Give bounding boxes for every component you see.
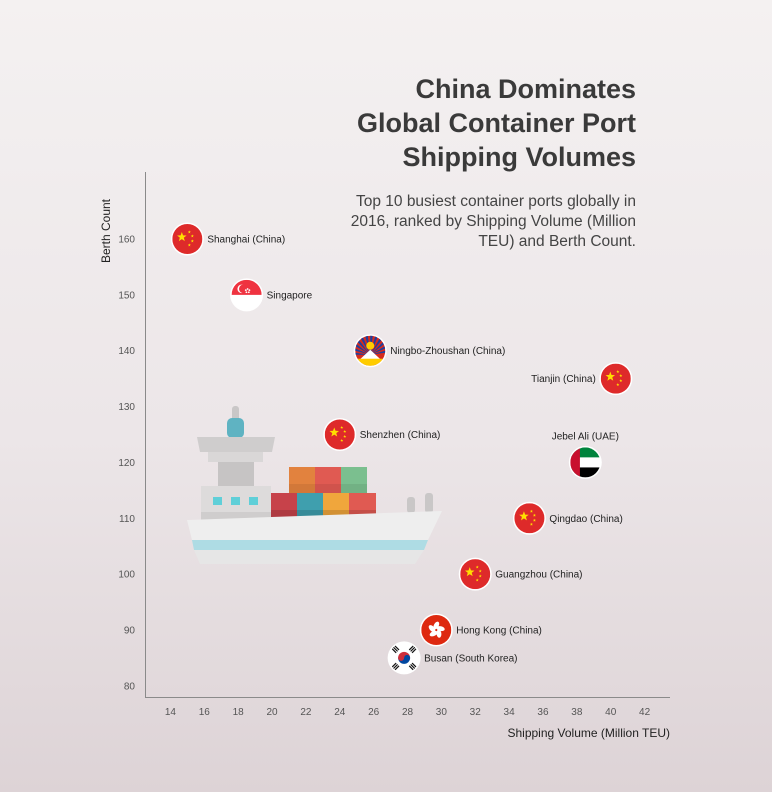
y-axis-label: Berth Count bbox=[99, 198, 113, 263]
data-point: Busan (South Korea) bbox=[387, 641, 518, 675]
point-label: Tianjin (China) bbox=[531, 374, 596, 385]
x-tick-label: 40 bbox=[605, 707, 617, 718]
point-label: Jebel Ali (UAE) bbox=[552, 431, 619, 442]
y-tick-label: 90 bbox=[124, 625, 136, 636]
x-tick-label: 14 bbox=[165, 707, 177, 718]
point-label: Busan (South Korea) bbox=[424, 653, 517, 664]
x-tick-label: 42 bbox=[639, 707, 651, 718]
y-tick-label: 140 bbox=[118, 346, 135, 357]
title-line-1: China Dominates bbox=[415, 74, 636, 104]
point-label: Singapore bbox=[267, 290, 313, 301]
chart-subtitle: Top 10 busiest container ports globally … bbox=[350, 193, 636, 250]
x-tick-label: 22 bbox=[300, 707, 312, 718]
y-tick-label: 130 bbox=[118, 402, 135, 413]
data-point: Guangzhou (China) bbox=[458, 557, 583, 591]
point-label: Shenzhen (China) bbox=[360, 430, 441, 441]
x-axis-ticks: 14 16 18 20 22 24 26 28 30 32 34 36 38 40 42 bbox=[165, 707, 651, 718]
x-tick-label: 26 bbox=[368, 707, 380, 718]
china-flag-icon bbox=[324, 419, 355, 450]
china-flag-icon bbox=[172, 224, 203, 255]
x-tick-label: 36 bbox=[537, 707, 549, 718]
singapore-flag-icon bbox=[231, 279, 262, 310]
y-tick-label: 80 bbox=[124, 681, 136, 692]
x-tick-label: 32 bbox=[470, 707, 482, 718]
x-tick-label: 16 bbox=[199, 707, 211, 718]
y-tick-label: 160 bbox=[118, 235, 135, 246]
data-point: Qingdao (China) bbox=[512, 501, 623, 535]
y-tick-label: 150 bbox=[118, 290, 135, 301]
data-point: Jebel Ali (UAE) bbox=[552, 431, 619, 479]
x-tick-label: 34 bbox=[504, 707, 516, 718]
china-flag-icon bbox=[600, 363, 631, 394]
data-points: Shanghai (China) Singapore Ningbo-Zhoushan… bbox=[170, 222, 633, 675]
korea-flag-icon bbox=[389, 642, 420, 673]
y-axis-ticks: 80 90 100 110 120 130 140 150 160 bbox=[118, 235, 135, 693]
x-tick-label: 28 bbox=[402, 707, 414, 718]
y-tick-label: 120 bbox=[118, 458, 135, 469]
data-point: Hong Kong (China) bbox=[419, 613, 542, 647]
x-tick-label: 30 bbox=[436, 707, 448, 718]
point-label: Guangzhou (China) bbox=[495, 570, 582, 581]
y-tick-label: 110 bbox=[119, 514, 135, 525]
point-label: Qingdao (China) bbox=[549, 514, 622, 525]
data-point: Tianjin (China) bbox=[531, 362, 633, 396]
point-label: Ningbo-Zhoushan (China) bbox=[390, 346, 505, 357]
hongkong-flag-icon bbox=[421, 614, 452, 645]
y-tick-label: 100 bbox=[118, 570, 135, 581]
x-tick-label: 20 bbox=[266, 707, 278, 718]
china-flag-icon bbox=[514, 503, 545, 534]
data-point: Shanghai (China) bbox=[170, 222, 285, 256]
x-tick-label: 24 bbox=[334, 707, 346, 718]
chart-title: China Dominates Global Container Port Sh… bbox=[216, 72, 636, 174]
title-line-2: Global Container Port bbox=[356, 108, 636, 138]
tibet-flag-icon bbox=[355, 335, 386, 366]
container-ship-illustration bbox=[187, 406, 442, 564]
title-line-3: Shipping Volumes bbox=[402, 142, 636, 172]
x-tick-label: 38 bbox=[571, 707, 583, 718]
data-point: Ningbo-Zhoushan (China) bbox=[353, 334, 505, 368]
point-label: Hong Kong (China) bbox=[456, 625, 542, 636]
data-point: Singapore bbox=[230, 278, 313, 312]
china-flag-icon bbox=[460, 559, 491, 590]
data-point: Shenzhen (China) bbox=[323, 418, 440, 451]
x-tick-label: 18 bbox=[233, 707, 245, 718]
uae-flag-icon bbox=[570, 447, 601, 478]
x-axis-label: Shipping Volume (Million TEU) bbox=[507, 726, 670, 740]
point-label: Shanghai (China) bbox=[207, 235, 285, 246]
